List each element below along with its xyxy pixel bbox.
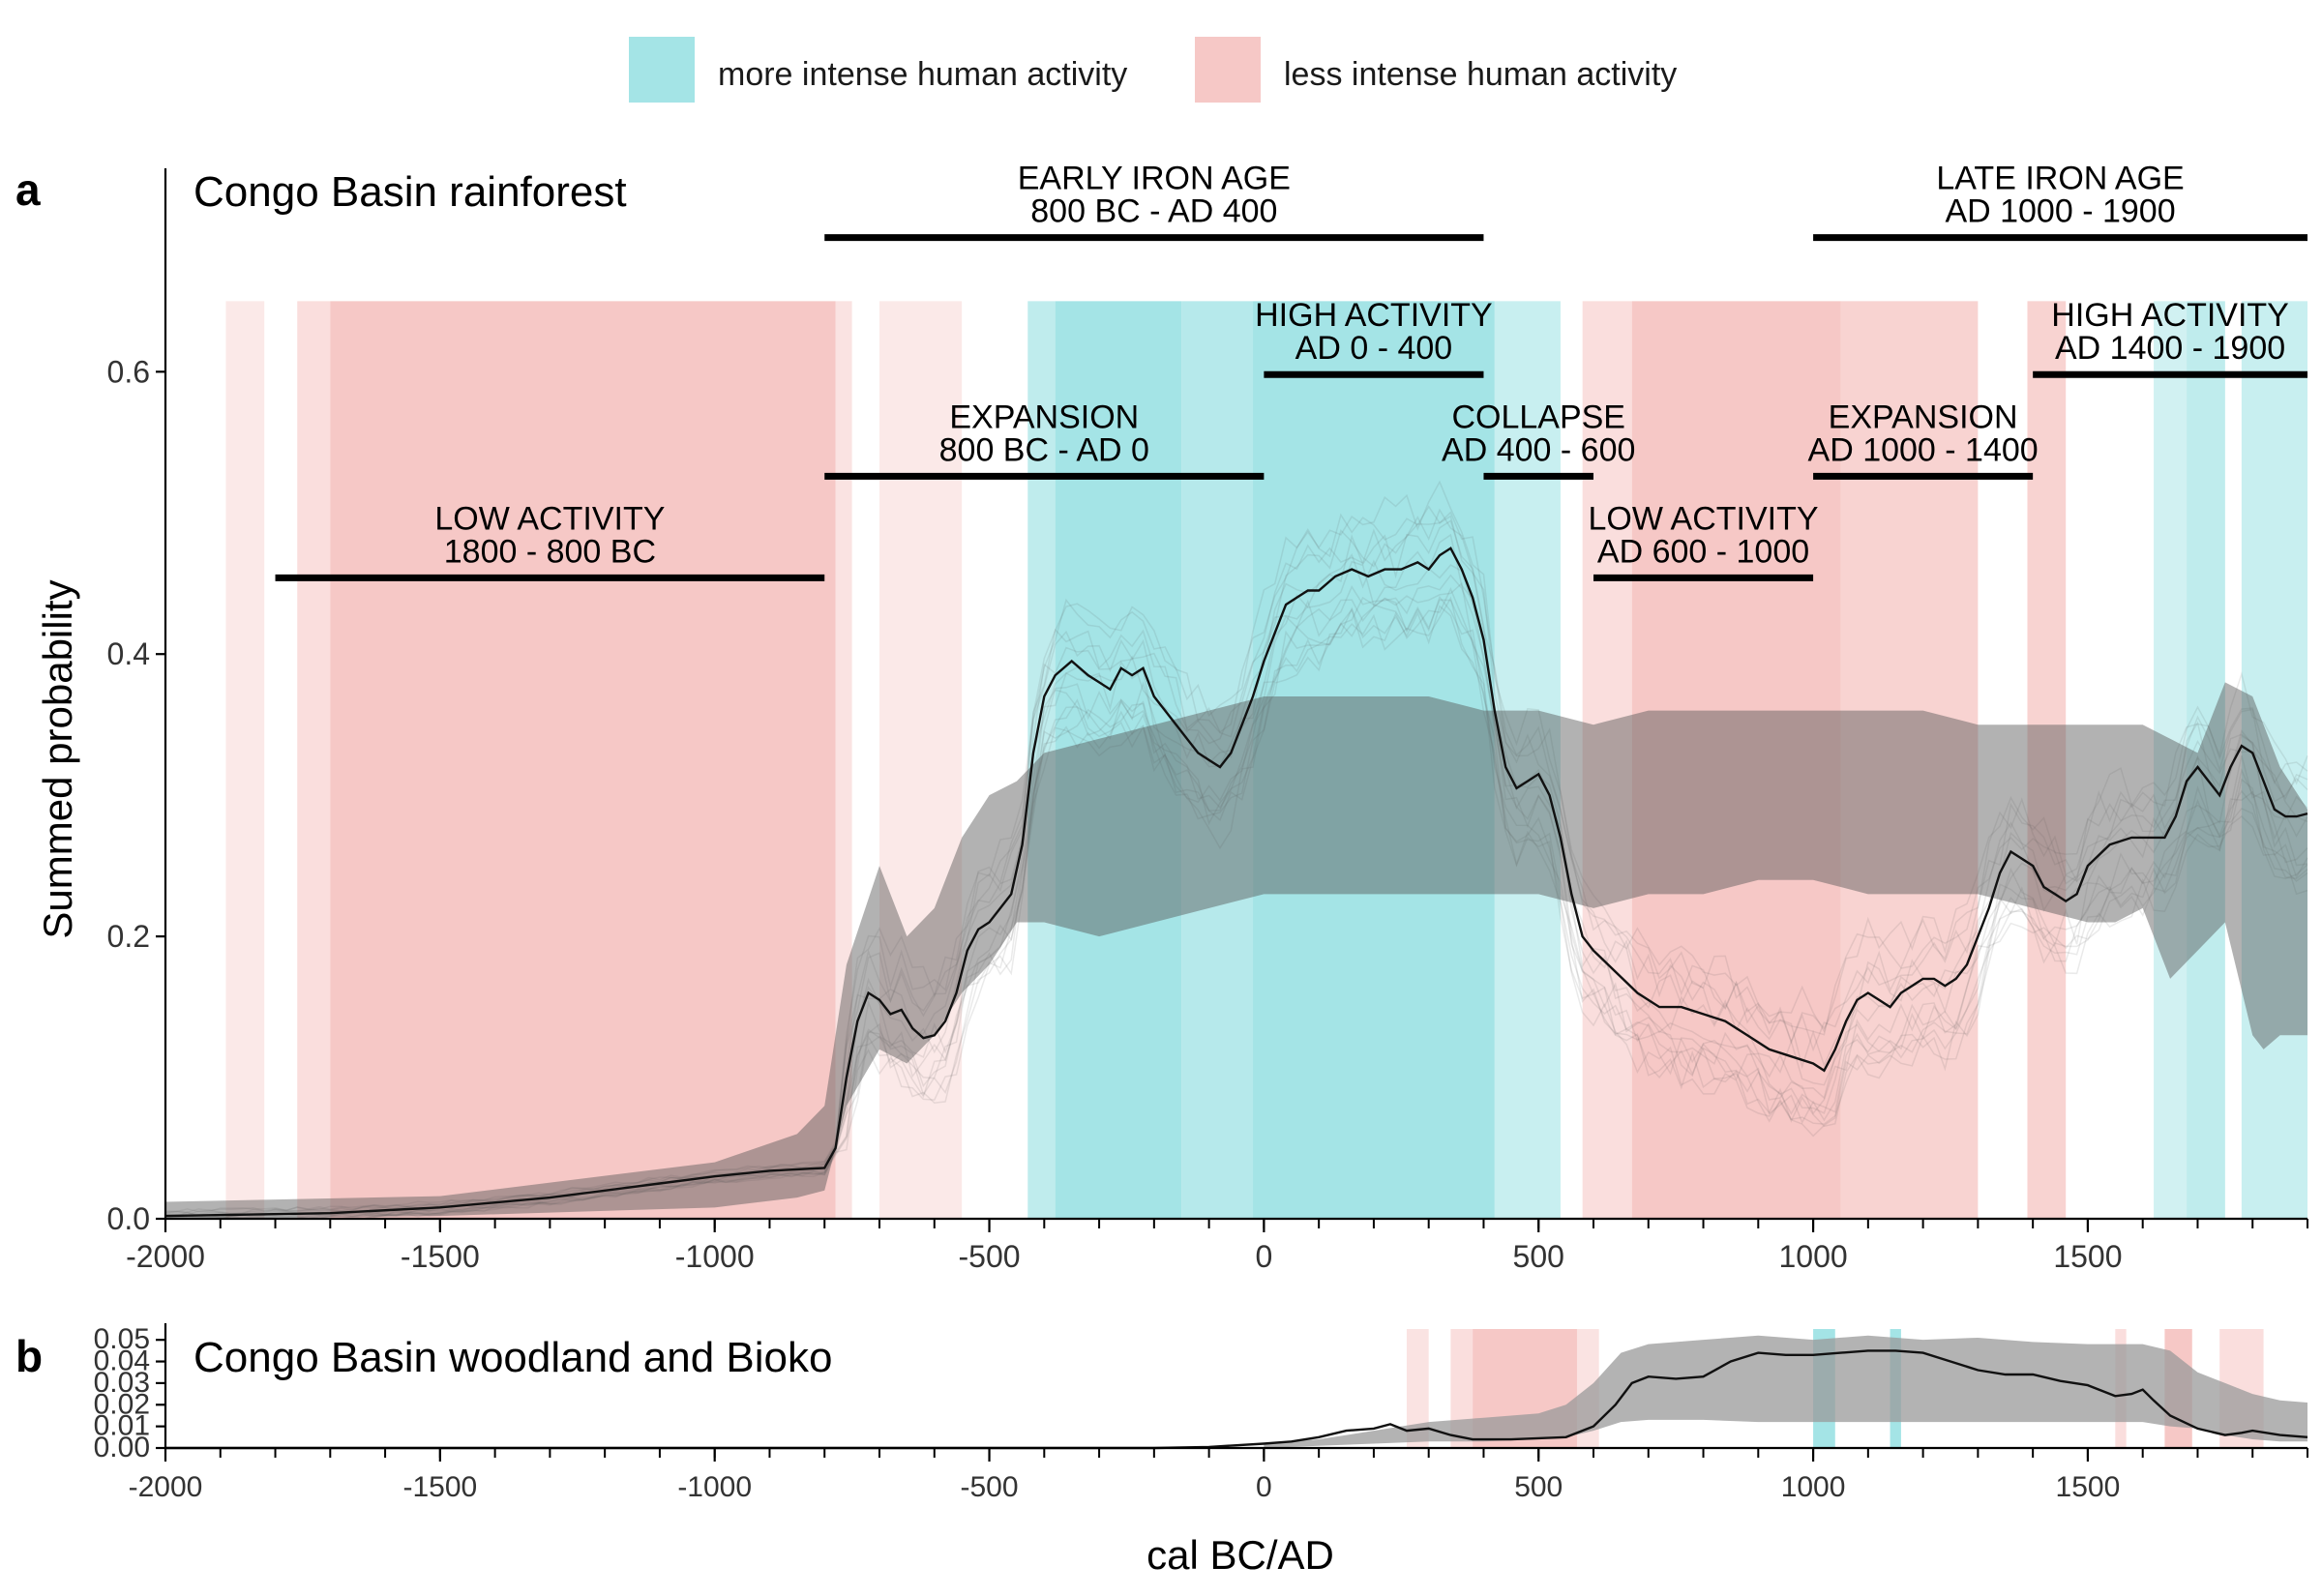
panel-a-bands	[225, 301, 2307, 1220]
x-tick-label: -500	[961, 1471, 1019, 1503]
legend: more intense human activity less intense…	[629, 37, 1677, 103]
period-dates: AD 1000 - 1400	[1808, 431, 2039, 468]
simulation-trace	[165, 596, 2308, 1220]
panel-a-letter: a	[15, 164, 41, 215]
panel-a-null-envelope	[165, 682, 2307, 1219]
band-less-activity	[297, 301, 331, 1220]
simulation-trace	[165, 587, 2308, 1220]
x-tick-label: 500	[1513, 1239, 1564, 1274]
y-tick-label: 0.05	[94, 1323, 150, 1355]
band-less-activity	[1631, 301, 1841, 1220]
band-less-activity	[879, 301, 963, 1220]
band-more-activity	[1181, 301, 1254, 1220]
x-tick-label: 1000	[1781, 1471, 1846, 1503]
period-dates: AD 1400 - 1900	[2055, 330, 2285, 367]
period-dates: 1800 - 800 BC	[444, 533, 656, 570]
period-label: HIGH ACTIVITY	[2051, 297, 2289, 334]
band-more-activity	[2154, 301, 2188, 1220]
simulation-trace	[165, 605, 2308, 1220]
legend-label-less: less intense human activity	[1284, 56, 1677, 93]
panel-a-traces	[164, 480, 2308, 1220]
x-tick-label: -2000	[126, 1239, 205, 1274]
simulation-trace	[164, 480, 2308, 1214]
band-less-activity	[1450, 1329, 1474, 1448]
period-dates: 800 BC - AD 400	[1030, 193, 1277, 230]
y-tick-label: 0.03	[94, 1367, 150, 1399]
x-tick-label: -1500	[402, 1471, 477, 1503]
band-more-activity	[2241, 301, 2307, 1220]
x-axis-label: cal BC/AD	[1146, 1532, 1334, 1578]
x-tick-label: -1000	[675, 1239, 755, 1274]
panel-a-title: Congo Basin rainforest	[194, 168, 627, 216]
simulation-trace	[164, 505, 2308, 1214]
period-label: EXPANSION	[1829, 399, 2018, 435]
legend-label-more: more intense human activity	[718, 56, 1127, 93]
x-tick-label: -1500	[401, 1239, 480, 1274]
period-label: LATE IRON AGE	[1936, 161, 2184, 197]
period-dates: AD 1000 - 1900	[1945, 193, 2175, 230]
band-less-activity	[1582, 301, 1632, 1220]
x-tick-label: 1500	[2056, 1471, 2121, 1503]
panel-a-ylabel: Summed probability	[35, 579, 80, 938]
simulation-trace	[164, 515, 2308, 1216]
panel-a-axes: -2000 -1500 -1000 -500 0 500 1000 1500 0.0 0.2 0.4…	[107, 168, 2308, 1274]
legend-swatch-less	[1195, 37, 1261, 103]
x-tick-label: -1000	[677, 1471, 752, 1503]
simulation-trace	[164, 581, 2308, 1220]
band-more-activity	[2187, 301, 2225, 1220]
x-tick-label: 1000	[1778, 1239, 1847, 1274]
period-label: LOW ACTIVITY	[1589, 500, 1819, 537]
band-less-activity	[2027, 301, 2067, 1220]
panel-a-spd-line	[164, 547, 2308, 1218]
period-label: LOW ACTIVITY	[434, 500, 665, 537]
y-tick-label: 0.00	[94, 1432, 150, 1463]
period-label: COLLAPSE	[1451, 399, 1625, 435]
period-dates: AD 0 - 400	[1295, 330, 1453, 367]
panel-b: -2000 -1500 -1000 -500 0 500 1000 15000.000.010…	[15, 1323, 2308, 1578]
period-label: EARLY IRON AGE	[1018, 161, 1291, 197]
band-less-activity	[225, 301, 265, 1220]
y-tick-label: 0.4	[107, 636, 150, 671]
y-tick-label: 0.02	[94, 1388, 150, 1420]
panel-b-letter: b	[15, 1331, 43, 1381]
simulation-trace	[165, 595, 2308, 1220]
y-tick-label: 0.2	[107, 919, 150, 954]
y-tick-label: 0.6	[107, 354, 150, 389]
simulation-trace	[164, 508, 2308, 1216]
band-more-activity	[1494, 301, 1561, 1220]
simulation-trace	[165, 596, 2308, 1220]
band-more-activity	[1055, 301, 1182, 1220]
period-dates: AD 400 - 600	[1442, 431, 1635, 468]
band-less-activity	[330, 301, 836, 1220]
panel-b-null-envelope	[1264, 1335, 2307, 1448]
period-dates: 800 BC - AD 0	[939, 431, 1149, 468]
x-tick-label: -500	[959, 1239, 1021, 1274]
y-tick-label: 0.04	[94, 1345, 150, 1377]
x-tick-label: 0	[1256, 1471, 1272, 1503]
band-less-activity	[1406, 1329, 1429, 1448]
x-tick-label: 0	[1255, 1239, 1272, 1274]
band-less-activity	[1840, 301, 1979, 1220]
x-tick-label: 1500	[2053, 1239, 2122, 1274]
simulation-trace	[164, 574, 2308, 1220]
legend-swatch-more	[629, 37, 695, 103]
panel-b-spd-line	[165, 1349, 2308, 1450]
panel-b-title: Congo Basin woodland and Bioko	[194, 1334, 832, 1381]
y-tick-label: 0.0	[107, 1201, 150, 1236]
x-tick-label: 500	[1514, 1471, 1563, 1503]
y-tick-label: 0.01	[94, 1410, 150, 1442]
panel-b-axes: -2000 -1500 -1000 -500 0 500 1000 15000.000.010…	[94, 1323, 2308, 1503]
band-more-activity	[1253, 301, 1495, 1220]
period-label: EXPANSION	[949, 399, 1139, 435]
period-label: HIGH ACTIVITY	[1255, 297, 1493, 334]
band-less-activity	[835, 301, 852, 1220]
x-tick-label: -2000	[129, 1471, 203, 1503]
period-dates: AD 600 - 1000	[1597, 533, 1809, 570]
